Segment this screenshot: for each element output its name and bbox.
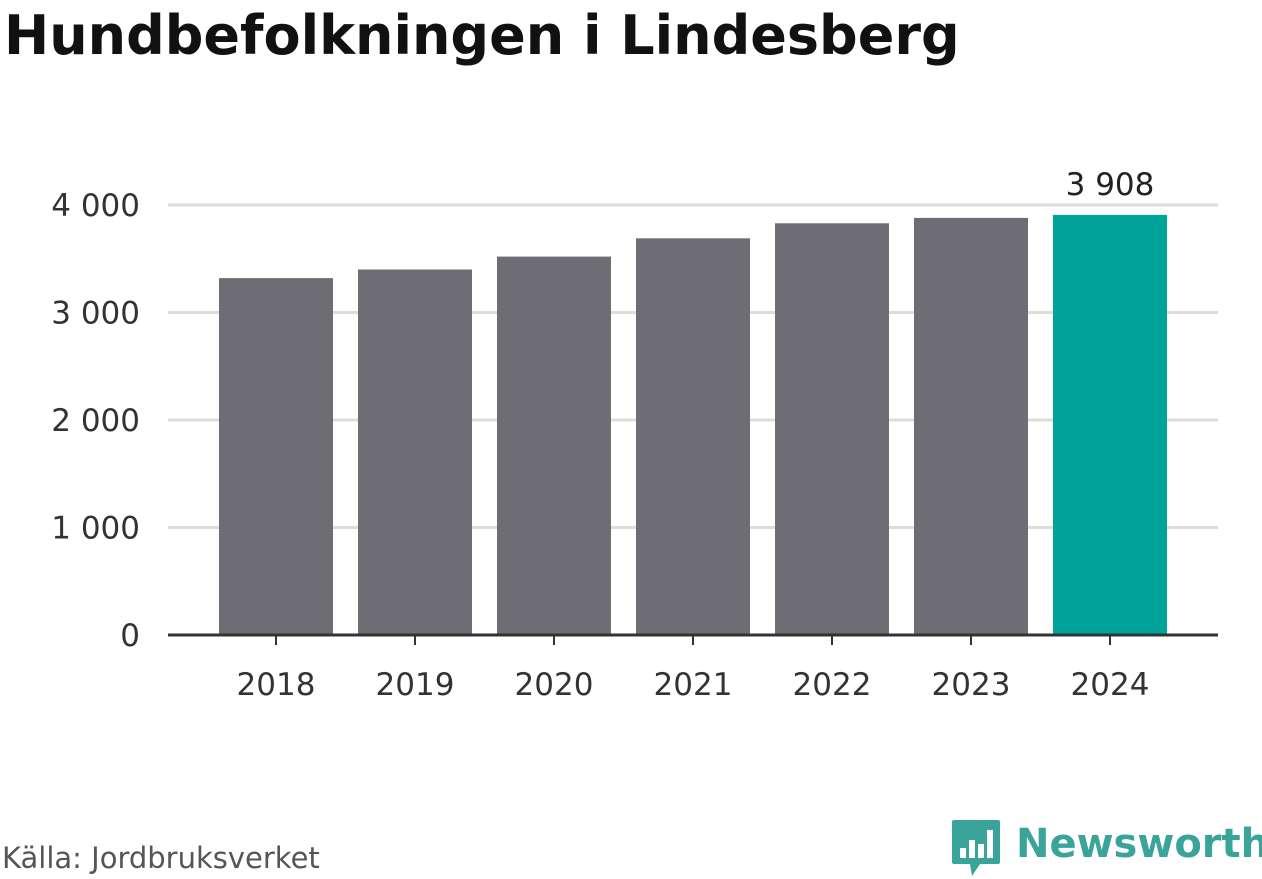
bar-2020	[497, 256, 611, 635]
brand-name: Newsworthy	[1016, 821, 1262, 867]
bar-2022	[775, 223, 889, 635]
bar-2019	[358, 269, 472, 635]
source-note: Källa: Jordbruksverket	[2, 841, 320, 875]
y-tick-label: 3 000	[51, 296, 140, 332]
x-tick-label: 2024	[1071, 667, 1150, 703]
bar-2023	[914, 217, 1028, 635]
x-tick-label: 2021	[654, 667, 733, 703]
y-tick-label: 2 000	[51, 403, 140, 439]
y-tick-label: 0	[120, 618, 140, 654]
bar-chart-speech-bubble-icon	[952, 820, 1000, 876]
x-tick-label: 2018	[237, 667, 316, 703]
data-label: 3 908	[1066, 167, 1155, 203]
x-tick-label: 2023	[932, 667, 1011, 703]
y-tick-label: 4 000	[51, 188, 140, 224]
tick-labels: 0 1 000 2 000 3 000 4 000 2018 2019 2020 2021 202…	[51, 167, 1218, 703]
bars	[219, 214, 1167, 635]
x-tick-label: 2020	[515, 667, 594, 703]
y-tick-label: 1 000	[51, 511, 140, 547]
bar-2021	[636, 238, 750, 635]
bar-2024	[1053, 214, 1167, 635]
x-tick-label: 2022	[793, 667, 872, 703]
chart-title: Hundbefolkningen i Lindesberg	[4, 4, 960, 67]
x-tick-label: 2019	[376, 667, 455, 703]
brand-logo: Newsworthy	[950, 818, 1262, 878]
bar-2018	[219, 278, 333, 635]
